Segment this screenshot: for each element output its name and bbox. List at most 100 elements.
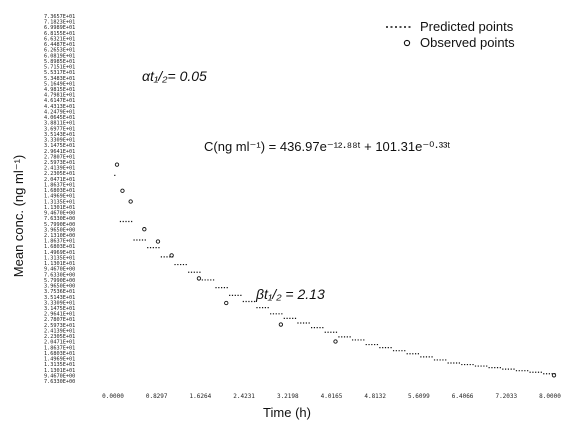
equation-annotation: C(ng ml⁻¹) = 436.97e⁻¹²·⁸⁸ᵗ + 101.31e⁻⁰·… — [204, 139, 450, 154]
y-tick-label: 1.1301E+01 — [44, 261, 75, 267]
y-tick-label: 1.8637E+01 — [44, 345, 75, 351]
observed-point — [114, 162, 120, 167]
y-tick-label: 7.3657E+01 — [44, 14, 75, 20]
x-tick-label: 6.4066 — [452, 393, 474, 400]
y-tick-label: 9.4670E+00 — [44, 373, 75, 379]
y-tick-label: 1.4969E+01 — [44, 194, 75, 200]
predicted-series — [114, 174, 557, 375]
x-tick-label: 0.0000 — [102, 393, 124, 400]
observed-point — [551, 373, 557, 378]
observed-point — [278, 322, 284, 327]
observed-point — [120, 188, 125, 193]
legend-observed-label: Observed points — [420, 35, 515, 50]
y-tick-label: 3.9650E+00 — [44, 227, 75, 233]
observed-point — [333, 339, 338, 344]
y-tick-label: 5.8985E+01 — [44, 59, 75, 65]
y-tick-label: 5.1649E+01 — [44, 81, 75, 87]
y-tick-label: 1.6803E+01 — [44, 244, 75, 250]
y-tick-label: 1.4969E+01 — [44, 250, 75, 256]
y-tick-label: 6.0819E+01 — [44, 53, 75, 59]
y-tick-label: 3.8811E+01 — [44, 121, 75, 127]
y-tick-label: 3.6977E+01 — [44, 126, 75, 132]
y-tick-label: 2.9641E+01 — [44, 312, 75, 318]
y-tick-label: 2.4139E+01 — [44, 328, 75, 334]
x-tick-label: 4.0165 — [321, 393, 343, 400]
y-tick-label: 1.4969E+01 — [44, 357, 75, 363]
y-tick-label: 2.1310E+00 — [44, 233, 75, 239]
x-tick-label: 3.2198 — [277, 393, 299, 400]
y-tick-label: 5.7151E+01 — [44, 65, 75, 71]
y-tick-label: 5.7990E+00 — [44, 278, 75, 284]
y-tick-label: 5.5317E+01 — [44, 70, 75, 76]
y-tick-label: 6.8155E+01 — [44, 31, 75, 37]
y-tick-label: 3.1475E+01 — [44, 143, 75, 149]
y-tick-label: 6.4487E+01 — [44, 42, 75, 48]
y-tick-label: 1.1301E+01 — [44, 368, 75, 374]
y-tick-label: 4.6147E+01 — [44, 98, 75, 104]
x-tick-label: 1.6264 — [190, 393, 212, 400]
x-tick-label: 4.8132 — [364, 393, 386, 400]
y-tick-label: 6.6321E+01 — [44, 36, 75, 42]
y-tick-label: 4.2479E+01 — [44, 109, 75, 115]
y-tick-label: 4.9815E+01 — [44, 87, 75, 93]
alpha-half-life-annotation: αt₁/₂= 0.05 — [142, 68, 207, 84]
observed-point — [128, 199, 133, 204]
observed-point — [224, 300, 229, 306]
y-tick-label: 1.6803E+01 — [44, 188, 75, 194]
y-tick-label: 7.6330E+00 — [44, 379, 75, 385]
y-tick-label: 2.0471E+01 — [44, 340, 75, 346]
y-tick-label: 3.3309E+01 — [44, 138, 75, 144]
beta-half-life-annotation: βt₁/₂ = 2.13 — [255, 286, 325, 302]
y-tick-label: 3.3309E+01 — [44, 300, 75, 306]
y-tick-label: 3.7536E+01 — [44, 289, 75, 295]
y-tick-label: 3.5143E+01 — [44, 132, 75, 138]
observed-point — [196, 276, 202, 281]
observed-point — [169, 253, 174, 258]
legend-predicted-label: Predicted points — [420, 19, 514, 34]
y-tick-label: 1.3135E+01 — [44, 362, 75, 368]
y-tick-label: 1.1301E+01 — [44, 205, 75, 211]
legend: Predicted points Observed points — [386, 19, 515, 50]
y-tick-label: 1.8637E+01 — [44, 239, 75, 245]
y-tick-label: 1.3135E+01 — [44, 199, 75, 205]
y-tick-label: 1.6803E+01 — [44, 351, 75, 357]
y-tick-label: 6.2653E+01 — [44, 48, 75, 54]
observed-series — [114, 162, 557, 378]
x-tick-label: 8.0000 — [539, 393, 561, 400]
x-tick-label: 0.8297 — [146, 393, 168, 400]
x-tick-label: 5.6099 — [408, 393, 430, 400]
y-tick-label: 4.7981E+01 — [44, 93, 75, 99]
y-tick-label: 3.5143E+01 — [44, 295, 75, 301]
x-tick-label: 2.4231 — [233, 393, 255, 400]
y-tick-label: 5.3483E+01 — [44, 76, 75, 82]
y-tick-label: 6.9989E+01 — [44, 25, 75, 31]
y-tick-label: 9.4670E+00 — [44, 211, 75, 217]
x-axis-label: Time (h) — [263, 405, 311, 420]
y-tick-label: 2.7807E+01 — [44, 317, 75, 323]
y-tick-label: 7.6330E+00 — [44, 272, 75, 278]
y-tick-label: 2.7807E+01 — [44, 154, 75, 160]
y-tick-label: 4.4313E+01 — [44, 104, 75, 110]
x-tick-label: 7.2033 — [495, 393, 517, 400]
y-tick-label: 7.1823E+01 — [44, 20, 75, 26]
observed-point — [142, 227, 147, 232]
legend-observed-marker — [403, 39, 411, 47]
y-tick-labels: 7.3657E+017.1823E+016.9989E+016.8155E+01… — [44, 14, 75, 385]
y-tick-label: 9.4670E+00 — [44, 267, 75, 273]
y-axis-label: Mean conc. (ng ml⁻¹) — [11, 155, 26, 277]
x-tick-labels: 0.0000 0.8297 1.6264 2.4231 3.2198 4.0165 4.81… — [102, 393, 561, 400]
y-tick-label: 4.0645E+01 — [44, 115, 75, 121]
y-tick-label: 3.1475E+01 — [44, 306, 75, 312]
y-tick-label: 7.6330E+00 — [44, 216, 75, 222]
observed-point — [155, 239, 161, 244]
y-tick-label: 2.0471E+01 — [44, 177, 75, 183]
y-tick-label: 2.2305E+01 — [44, 334, 75, 340]
y-tick-label: 1.8637E+01 — [44, 182, 75, 188]
y-tick-label: 2.4139E+01 — [44, 166, 75, 172]
y-tick-label: 3.9650E+00 — [44, 284, 75, 290]
y-tick-label: 5.7990E+00 — [44, 222, 75, 228]
y-tick-label: 2.5973E+01 — [44, 160, 75, 166]
y-tick-label: 2.9641E+01 — [44, 149, 75, 155]
y-tick-label: 2.5973E+01 — [44, 323, 75, 329]
